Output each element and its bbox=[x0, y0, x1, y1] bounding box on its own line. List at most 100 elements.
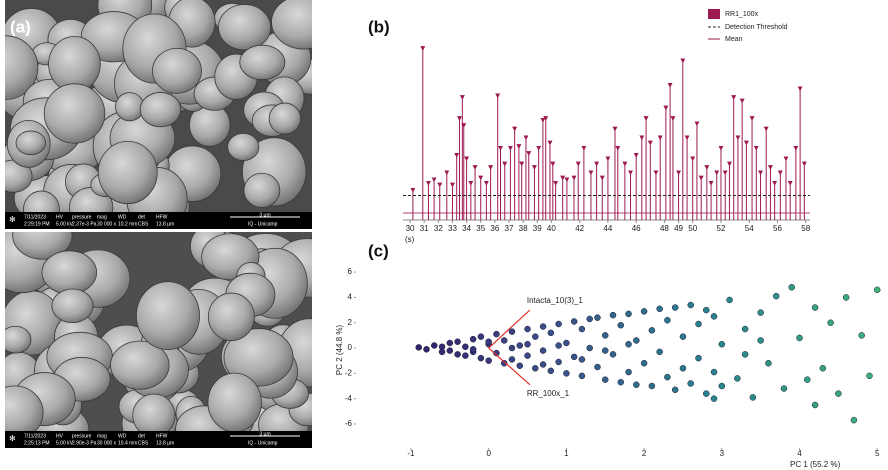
point bbox=[656, 348, 663, 356]
grain bbox=[115, 92, 145, 122]
info-time: 2:29:19 PM bbox=[24, 221, 50, 227]
grain bbox=[135, 281, 200, 350]
point bbox=[757, 337, 764, 344]
point bbox=[601, 347, 609, 354]
grain bbox=[43, 83, 106, 144]
point bbox=[493, 330, 500, 338]
x-tick-label: 32 bbox=[434, 224, 443, 233]
info-field-value: CBS bbox=[138, 440, 149, 446]
info-bar bbox=[5, 212, 312, 229]
point bbox=[873, 286, 881, 294]
point bbox=[508, 328, 516, 335]
grain bbox=[15, 130, 46, 156]
point bbox=[827, 319, 834, 326]
point bbox=[446, 347, 454, 354]
info-bar bbox=[5, 431, 312, 448]
loading-label: RR_100x_1 bbox=[527, 389, 570, 398]
point bbox=[508, 344, 516, 352]
x-tick-label: 38 bbox=[519, 224, 528, 233]
point bbox=[578, 356, 586, 363]
point bbox=[625, 340, 632, 348]
point bbox=[516, 342, 524, 349]
info-field-name: det bbox=[138, 214, 146, 220]
point bbox=[617, 322, 625, 329]
x-tick-label: 1 bbox=[564, 449, 569, 458]
x-tick-label: -1 bbox=[407, 449, 415, 458]
point bbox=[811, 401, 819, 409]
point bbox=[555, 342, 562, 349]
point bbox=[811, 304, 819, 311]
point bbox=[734, 375, 741, 382]
x-tick-label: 58 bbox=[801, 224, 810, 233]
x-tick-label: 4 bbox=[797, 449, 802, 458]
point bbox=[772, 292, 780, 300]
grain bbox=[239, 44, 286, 81]
grain bbox=[12, 232, 73, 260]
point bbox=[516, 362, 524, 370]
point bbox=[454, 351, 461, 358]
point bbox=[586, 315, 593, 323]
point bbox=[601, 376, 609, 383]
info-field-value: CBS bbox=[138, 221, 149, 227]
point bbox=[477, 333, 485, 340]
info-field-value: 2.90e-3 Pa bbox=[72, 440, 97, 446]
point bbox=[842, 294, 850, 301]
point bbox=[609, 311, 617, 319]
point bbox=[532, 365, 539, 372]
point bbox=[570, 318, 578, 325]
grain bbox=[139, 92, 182, 128]
x-tick-label: 0 bbox=[486, 449, 491, 458]
point bbox=[695, 354, 702, 362]
point bbox=[500, 337, 508, 344]
x-tick-label: 37 bbox=[505, 224, 514, 233]
legend-swatch bbox=[708, 9, 720, 19]
point bbox=[578, 325, 586, 333]
point bbox=[633, 337, 640, 344]
grain bbox=[97, 141, 158, 205]
point bbox=[555, 358, 562, 366]
info-field-value: 10.4 mm bbox=[118, 440, 137, 446]
info-field-value: 5.00 kV bbox=[56, 221, 74, 227]
x-tick-label: 50 bbox=[688, 224, 697, 233]
point bbox=[741, 351, 749, 358]
point bbox=[446, 339, 454, 347]
info-field-name: WD bbox=[118, 433, 127, 439]
point bbox=[524, 352, 531, 359]
x-tick-label: 46 bbox=[632, 224, 641, 233]
point bbox=[469, 335, 477, 343]
y-axis-label: PC 2 (44.8 %) bbox=[335, 325, 344, 376]
info-field-value: 30 000 x bbox=[97, 440, 117, 446]
point bbox=[555, 320, 562, 328]
point bbox=[788, 284, 795, 291]
grain bbox=[207, 372, 262, 431]
point bbox=[524, 340, 531, 348]
x-tick-label: 30 bbox=[406, 224, 415, 233]
point bbox=[532, 333, 539, 340]
point bbox=[664, 373, 671, 381]
point bbox=[524, 325, 531, 333]
y-tick-label: 0 bbox=[348, 343, 353, 352]
x-tick-label: 49 bbox=[674, 224, 683, 233]
point bbox=[858, 332, 865, 339]
x-tick-label: 56 bbox=[773, 224, 782, 233]
info-field-value: 13.8 µm bbox=[156, 440, 174, 446]
grain bbox=[227, 132, 260, 161]
info-field-value: 5.00 kV bbox=[56, 440, 74, 446]
point bbox=[454, 338, 461, 345]
panel-label: (c) bbox=[368, 241, 389, 260]
point bbox=[594, 363, 601, 371]
x-tick-label: 52 bbox=[717, 224, 726, 233]
x-tick-label: 3 bbox=[720, 449, 725, 458]
point bbox=[648, 327, 656, 334]
y-tick-label: -6 bbox=[345, 419, 353, 428]
point bbox=[695, 320, 702, 328]
point bbox=[539, 361, 547, 368]
grain bbox=[5, 35, 39, 100]
legend-label: RR1_100x bbox=[725, 11, 759, 18]
point bbox=[578, 372, 586, 380]
info-field-name: pressure bbox=[72, 214, 92, 220]
x-axis-label: (s) bbox=[405, 235, 415, 244]
info-field-value: 10.2 mm bbox=[118, 221, 137, 227]
info-field-value: 13.8 µm bbox=[156, 221, 174, 227]
point bbox=[609, 351, 617, 358]
